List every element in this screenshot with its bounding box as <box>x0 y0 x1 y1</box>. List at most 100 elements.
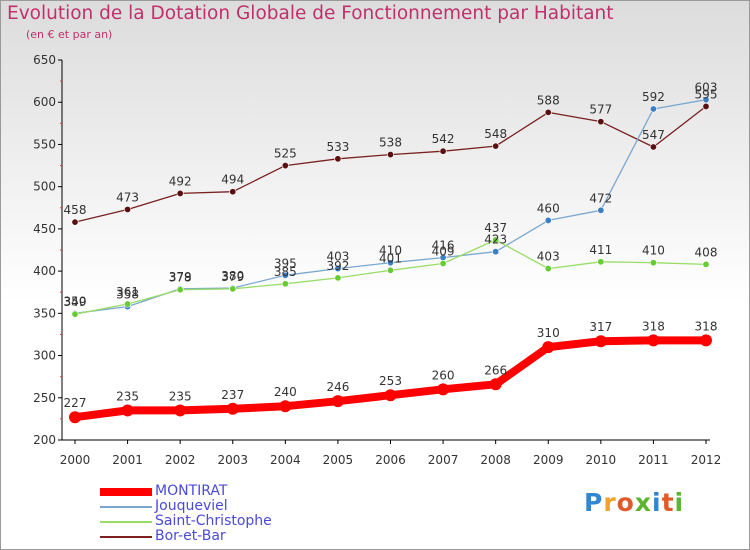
legend-swatch <box>100 506 152 508</box>
data-label-montirat: 237 <box>221 388 244 402</box>
data-label-bor-et-bar: 525 <box>274 147 297 161</box>
data-point-montirat <box>542 341 555 354</box>
data-label-saint-christophe: 437 <box>484 221 507 235</box>
x-tick-label: 2008 <box>480 453 511 467</box>
logo-letter: t <box>661 488 675 517</box>
data-label-saint-christophe: 361 <box>116 285 139 299</box>
y-tick-label: 600 <box>33 95 56 109</box>
legend-label: MONTIRAT <box>155 483 228 499</box>
logo-letter: i <box>652 488 662 517</box>
data-point-saint-christophe <box>597 258 605 266</box>
data-label-saint-christophe: 409 <box>432 245 455 259</box>
data-point-jouqueviel <box>649 105 657 113</box>
data-label-saint-christophe: 410 <box>642 244 665 258</box>
x-tick-label: 2004 <box>270 453 301 467</box>
x-tick-label: 2012 <box>691 453 722 467</box>
data-label-jouqueviel: 403 <box>326 250 349 264</box>
data-label-saint-christophe: 403 <box>537 250 560 264</box>
data-label-jouqueviel: 379 <box>169 270 192 284</box>
data-point-saint-christophe <box>124 300 132 308</box>
data-point-bor-et-bar <box>124 205 132 213</box>
legend-label: Jouqueviel <box>155 498 228 514</box>
y-tick-label: 650 <box>33 53 56 67</box>
y-tick-label: 450 <box>33 222 56 236</box>
x-tick-label: 2009 <box>533 453 564 467</box>
data-point-jouqueviel <box>597 206 605 214</box>
data-point-montirat <box>594 335 607 348</box>
data-label-bor-et-bar: 533 <box>326 140 349 154</box>
data-label-jouqueviel: 395 <box>274 256 297 270</box>
data-label-montirat: 310 <box>537 326 560 340</box>
data-point-jouqueviel <box>702 96 710 104</box>
y-tick-label: 200 <box>33 433 56 447</box>
x-tick-label: 2000 <box>60 453 91 467</box>
x-tick-label: 2005 <box>323 453 354 467</box>
data-label-bor-et-bar: 588 <box>537 93 560 107</box>
data-label-montirat: 235 <box>116 389 139 403</box>
data-point-saint-christophe <box>702 260 710 268</box>
data-label-montirat: 246 <box>326 380 349 394</box>
x-tick-label: 2003 <box>217 453 248 467</box>
x-tick-label: 2001 <box>112 453 143 467</box>
data-point-montirat <box>174 404 187 417</box>
data-point-bor-et-bar <box>229 188 237 196</box>
data-point-saint-christophe <box>439 260 447 268</box>
data-label-montirat: 235 <box>169 389 192 403</box>
data-point-bor-et-bar <box>439 147 447 155</box>
data-point-jouqueviel <box>544 216 552 224</box>
data-label-bor-et-bar: 595 <box>695 87 718 101</box>
data-label-montirat: 240 <box>274 385 297 399</box>
y-tick-label: 350 <box>33 306 56 320</box>
y-tick-label: 500 <box>33 180 56 194</box>
data-label-bor-et-bar: 547 <box>642 128 665 142</box>
logo-letter: r <box>603 488 617 517</box>
data-label-bor-et-bar: 548 <box>484 127 507 141</box>
data-label-bor-et-bar: 458 <box>64 203 87 217</box>
legend-swatch <box>100 536 152 538</box>
y-tick-label: 300 <box>33 349 56 363</box>
data-label-bor-et-bar: 494 <box>221 173 244 187</box>
data-point-jouqueviel <box>281 271 289 279</box>
data-point-montirat <box>700 334 712 347</box>
data-point-bor-et-bar <box>597 118 605 126</box>
data-point-saint-christophe <box>229 285 237 293</box>
y-tick-label: 550 <box>33 137 56 151</box>
data-label-montirat: 318 <box>642 319 665 333</box>
data-label-jouqueviel: 358 <box>116 288 139 302</box>
data-point-montirat <box>647 334 660 347</box>
data-label-jouqueviel: 592 <box>642 90 665 104</box>
y-tick-label: 400 <box>33 264 56 278</box>
legend-swatch <box>100 521 152 523</box>
data-point-montirat <box>121 404 134 417</box>
x-tick-label: 2010 <box>586 453 617 467</box>
data-label-saint-christophe: 401 <box>379 251 402 265</box>
x-tick-label: 2006 <box>375 453 406 467</box>
data-point-montirat <box>384 389 397 402</box>
data-label-saint-christophe: 392 <box>326 259 349 273</box>
legend-label: Bor-et-Bar <box>155 528 226 544</box>
data-point-jouqueviel <box>386 259 394 267</box>
data-point-bor-et-bar <box>281 162 289 170</box>
data-point-saint-christophe <box>544 265 552 273</box>
data-label-montirat: 260 <box>432 368 455 382</box>
data-label-jouqueviel: 416 <box>432 239 455 253</box>
data-point-bor-et-bar <box>71 218 79 226</box>
data-point-saint-christophe <box>334 274 342 282</box>
data-point-montirat <box>437 383 450 396</box>
data-label-jouqueviel: 603 <box>695 81 718 95</box>
data-label-montirat: 266 <box>484 363 507 377</box>
legend-label: Saint-Christophe <box>155 513 272 529</box>
data-point-bor-et-bar <box>386 151 394 159</box>
data-label-saint-christophe: 385 <box>274 265 297 279</box>
chart-subtitle: (en € et par an) <box>26 28 113 41</box>
data-label-jouqueviel: 472 <box>589 191 612 205</box>
x-tick-label: 2011 <box>638 453 669 467</box>
data-label-saint-christophe: 411 <box>589 243 612 257</box>
data-label-jouqueviel: 423 <box>484 233 507 247</box>
data-point-bor-et-bar <box>176 189 184 197</box>
logo-letter: i <box>674 488 685 517</box>
data-point-montirat <box>69 411 81 424</box>
y-tick-label: 250 <box>33 391 56 405</box>
